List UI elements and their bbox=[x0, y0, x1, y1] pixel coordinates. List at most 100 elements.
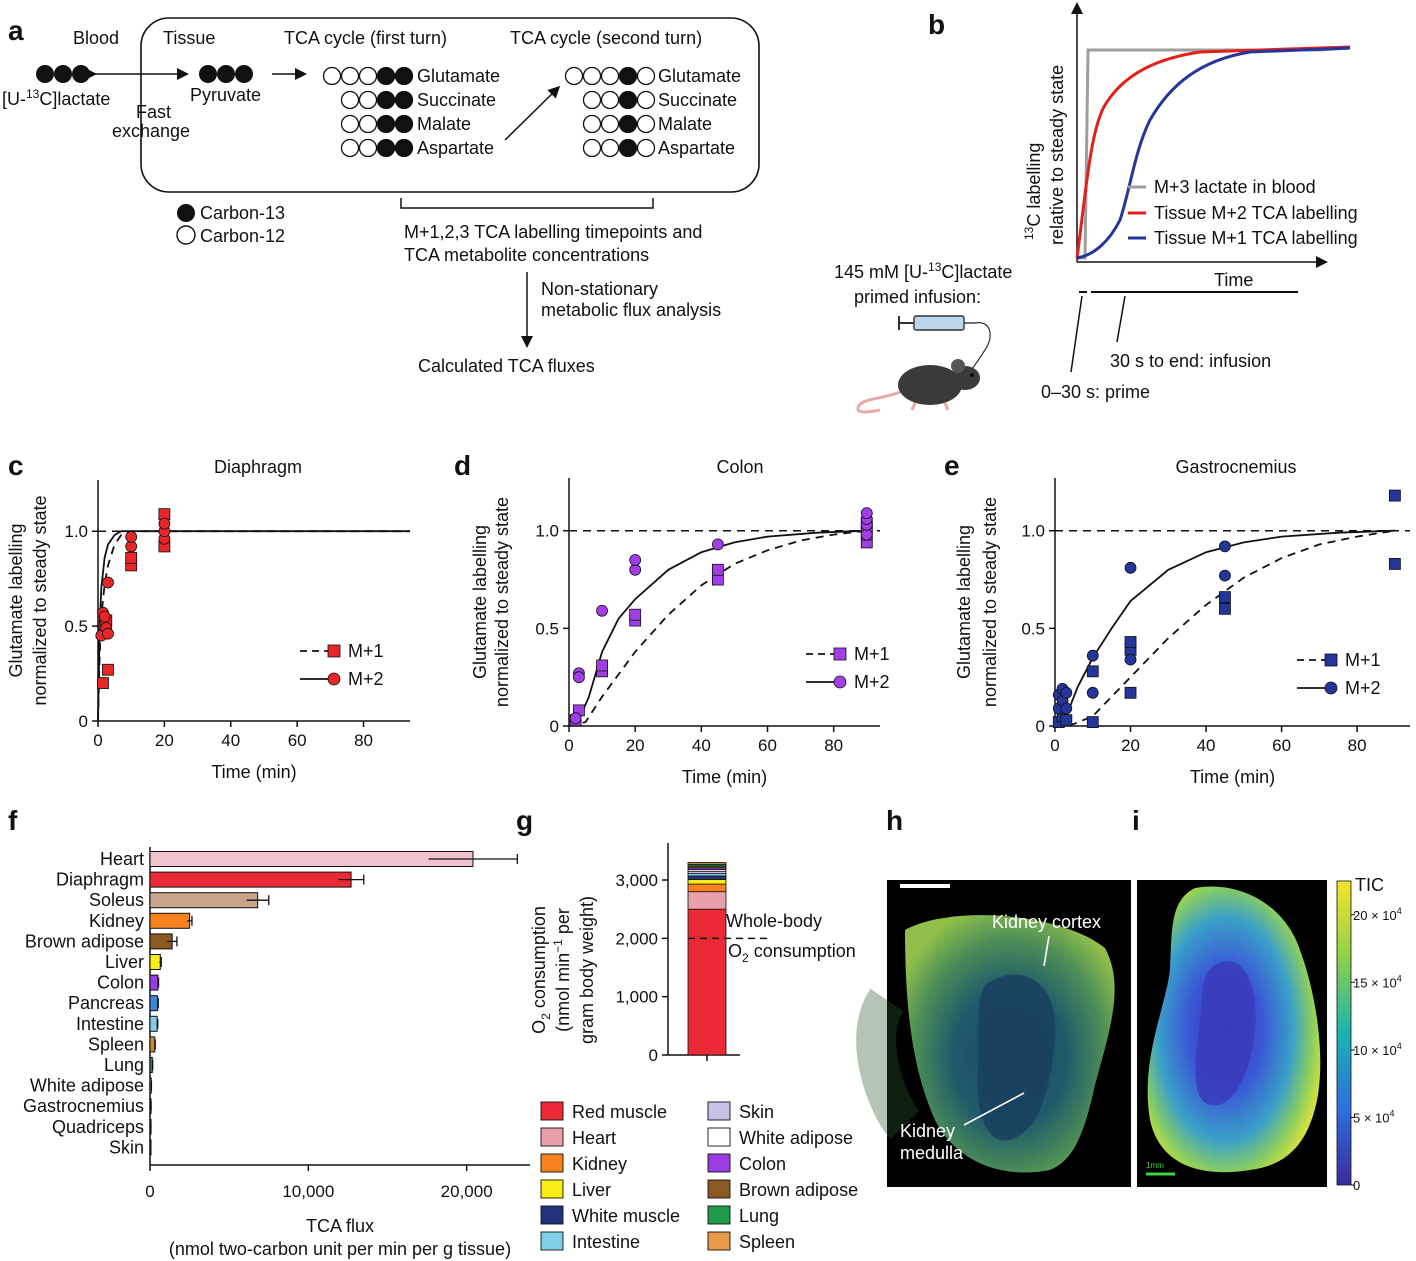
d-m1-point bbox=[596, 659, 608, 672]
turn1-carbon bbox=[394, 90, 414, 110]
f-bar bbox=[149, 974, 159, 991]
c-xlabel: Time (min) bbox=[211, 762, 296, 782]
e-m1-point bbox=[1388, 558, 1401, 570]
turn1-carbon bbox=[376, 66, 396, 86]
g-legend-swatch bbox=[707, 1231, 731, 1251]
e-ylabel-2: normalized to steady state bbox=[980, 497, 1000, 707]
g-legend-label: Lung bbox=[739, 1206, 779, 1226]
f-x-tick-label: 0 bbox=[145, 1182, 154, 1201]
turn2-carbon bbox=[600, 114, 620, 134]
pyruvate-carbons bbox=[199, 65, 253, 83]
f-bar bbox=[149, 871, 352, 888]
f-bar bbox=[149, 912, 191, 929]
turn1-carbon bbox=[376, 114, 396, 134]
e-m2-point bbox=[1219, 540, 1231, 553]
d-m1-point bbox=[711, 573, 724, 586]
tissue-box bbox=[140, 17, 760, 193]
turn2-carbon bbox=[618, 90, 638, 110]
c-legend-m1-label: M+1 bbox=[348, 641, 384, 661]
turn2-carbon bbox=[636, 114, 656, 134]
turn1-carbon bbox=[376, 138, 396, 158]
c-m2-point bbox=[102, 627, 114, 640]
d-m1-fit bbox=[568, 529, 867, 727]
i-colorbar-tick-label: 20 × 104 bbox=[1353, 906, 1402, 923]
f-category-label: Soleus bbox=[89, 890, 144, 910]
turn1-metabolite-label: Malate bbox=[417, 114, 471, 134]
turn2-metabolite-label: Succinate bbox=[658, 90, 737, 110]
f-category-label: Gastrocnemius bbox=[23, 1096, 144, 1116]
e-m1-point bbox=[1219, 591, 1231, 604]
e-m1-fit bbox=[1054, 529, 1396, 727]
turn1-metabolite-label: Aspartate bbox=[417, 138, 494, 158]
e-m2-point bbox=[1060, 702, 1073, 715]
turn1-carbon bbox=[376, 90, 396, 110]
b-ylabel-1: 13C labelling bbox=[1022, 143, 1044, 240]
cortex-pointer bbox=[1043, 935, 1050, 967]
e-m1-point bbox=[1219, 602, 1231, 615]
d-m1-point bbox=[629, 608, 642, 621]
panel-letter-a: a bbox=[8, 15, 24, 46]
e-m2-point bbox=[1124, 561, 1137, 574]
turn1-carbon bbox=[394, 114, 414, 134]
carbon13-legend-label: Carbon-13 bbox=[200, 203, 285, 223]
fast-exchange-2: exchange bbox=[112, 121, 190, 141]
g-legend-swatch bbox=[540, 1231, 564, 1251]
mouse-icon bbox=[856, 359, 980, 414]
e-m1-point bbox=[1124, 686, 1137, 699]
pyruvate-label: Pyruvate bbox=[190, 85, 261, 105]
c-y-tick-label: 0.5 bbox=[64, 617, 88, 636]
turn1-carbon bbox=[340, 66, 360, 86]
turn1-carbon bbox=[394, 138, 414, 158]
turn2-carbon bbox=[600, 138, 620, 158]
turn2-carbon bbox=[582, 138, 602, 158]
panel-c: c Diaphragm 0 20 40 60 80 0 0.5 1.0 Time (min) Glut… bbox=[6, 450, 410, 782]
g-ylabel-2: (nmol min−1 per bbox=[551, 908, 573, 1032]
f-category-label: Quadriceps bbox=[52, 1117, 144, 1137]
g-legend-label: Intestine bbox=[572, 1232, 640, 1252]
g-legend-swatch bbox=[707, 1205, 731, 1225]
b-infusion-title-2: primed infusion: bbox=[854, 287, 981, 307]
g-legend-label: Skin bbox=[739, 1102, 774, 1122]
turn1-carbon bbox=[358, 114, 378, 134]
f-category-label: Lung bbox=[104, 1055, 144, 1075]
i-colorbar-title: TIC bbox=[1355, 875, 1384, 895]
g-legend-label: White adipose bbox=[739, 1128, 853, 1148]
f-category-label: Skin bbox=[109, 1137, 144, 1157]
g-ylabel-1: O2 consumption bbox=[529, 906, 553, 1034]
f-xlabel-2: (nmol two-carbon unit per min per g tiss… bbox=[169, 1239, 511, 1259]
f-bar bbox=[149, 851, 474, 867]
b-legend-3: Tissue M+1 TCA labelling bbox=[1154, 228, 1358, 248]
e-y-tick-label: 1.0 bbox=[1021, 522, 1045, 541]
panel-letter-g: g bbox=[516, 805, 533, 836]
b-legend-2: Tissue M+2 TCA labelling bbox=[1154, 203, 1358, 223]
b-prime-label: 0–30 s: prime bbox=[1041, 382, 1150, 402]
panel-letter-d: d bbox=[454, 450, 471, 481]
g-y-tick-label: 2,000 bbox=[615, 929, 658, 948]
panel-b: b 13C labelling relative to steady state… bbox=[834, 2, 1358, 414]
b-infusion-pointer bbox=[1116, 295, 1126, 343]
e-x-tick-label: 60 bbox=[1272, 736, 1291, 755]
e-legend-m2-label: M+2 bbox=[1345, 678, 1381, 698]
g-y-tick-label: 3,000 bbox=[615, 871, 658, 890]
c-x-tick-label: 80 bbox=[354, 731, 373, 750]
d-x-tick-label: 60 bbox=[758, 736, 777, 755]
e-x-tick-label: 40 bbox=[1197, 736, 1216, 755]
e-legend-m1-label: M+1 bbox=[1345, 650, 1381, 670]
c-legend-m2-marker bbox=[327, 672, 341, 686]
medulla-pointer bbox=[963, 1092, 1025, 1126]
e-m1-point bbox=[1124, 636, 1137, 648]
d-m2-point bbox=[711, 538, 724, 551]
turn1-carbon bbox=[358, 90, 378, 110]
d-x-tick-label: 0 bbox=[564, 736, 573, 755]
d-ylabel-1: Glutamate labelling bbox=[470, 525, 490, 679]
f-category-label: Spleen bbox=[88, 1034, 144, 1054]
turn2-carbon bbox=[564, 66, 584, 86]
b-infusion-title-1: 145 mM [U-13C]lactate bbox=[834, 260, 1012, 282]
g-whole-body-label-1: Whole-body bbox=[726, 911, 822, 931]
blood-label: Blood bbox=[73, 28, 119, 48]
kidney-medulla-region bbox=[977, 974, 1056, 1141]
g-legend-swatch bbox=[707, 1127, 731, 1147]
d-legend-m2-marker bbox=[833, 675, 847, 689]
c-x-tick-label: 60 bbox=[288, 731, 307, 750]
